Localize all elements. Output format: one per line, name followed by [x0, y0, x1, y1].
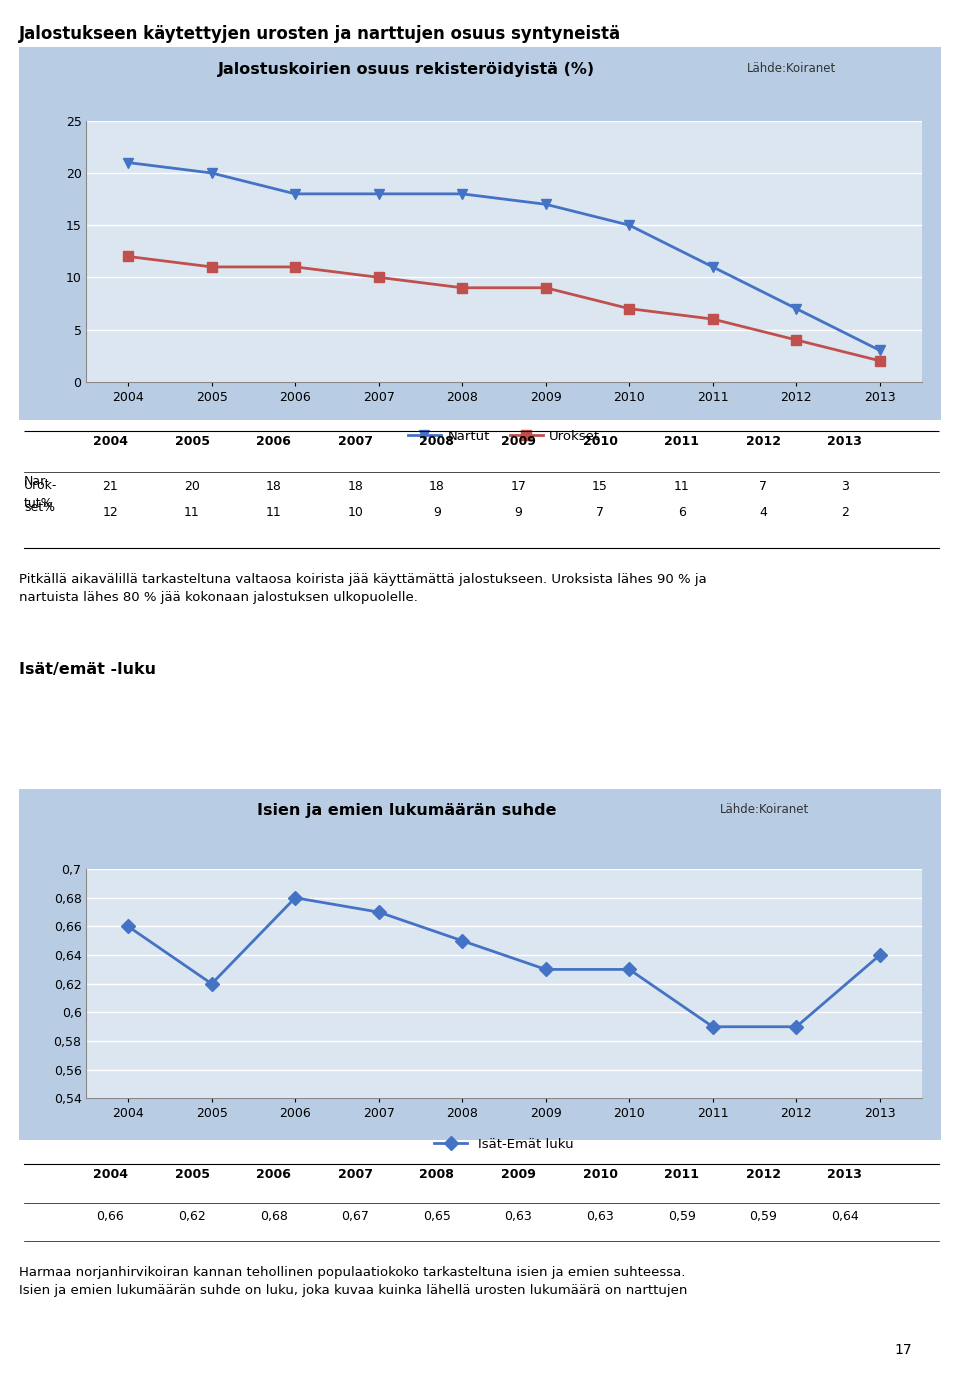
Text: Urok-: Urok-	[24, 479, 58, 492]
Text: 2004: 2004	[93, 1168, 128, 1181]
Text: tut%: tut%	[24, 497, 54, 509]
Text: 18: 18	[266, 479, 281, 493]
Text: 2005: 2005	[175, 1168, 209, 1181]
Text: 2013: 2013	[828, 435, 862, 448]
Text: 17: 17	[511, 479, 526, 493]
Text: 0,66: 0,66	[97, 1210, 124, 1223]
Isät-Emät luku	[707, 1019, 718, 1035]
Nartut	[456, 185, 468, 202]
Text: Jalostuskoirien osuus rekisteröidyistä (%): Jalostuskoirien osuus rekisteröidyistä (…	[218, 62, 595, 77]
Text: 2006: 2006	[256, 435, 291, 448]
Text: 0,62: 0,62	[179, 1210, 205, 1223]
Nartut	[623, 217, 635, 233]
Text: Pitkällä aikavälillä tarkasteltuna valtaosa koirista jää käyttämättä jalostuksee: Pitkällä aikavälillä tarkasteltuna valta…	[19, 573, 707, 604]
Urokset	[540, 280, 551, 297]
Text: Nar-: Nar-	[24, 475, 50, 487]
Text: 11: 11	[184, 505, 200, 519]
Text: Harmaa norjanhirvikoiran kannan tehollinen populaatiokoko tarkasteltuna isien ja: Harmaa norjanhirvikoiran kannan tehollin…	[19, 1266, 687, 1297]
Isät-Emät luku	[456, 932, 468, 949]
Urokset	[372, 269, 384, 286]
Nartut	[790, 301, 802, 317]
Nartut	[874, 342, 885, 358]
Text: 4: 4	[759, 505, 767, 519]
Text: Lähde:Koiranet: Lähde:Koiranet	[720, 803, 809, 817]
Text: 0,59: 0,59	[667, 1210, 696, 1223]
Text: 10: 10	[348, 505, 363, 519]
Text: Isät/emät -luku: Isät/emät -luku	[19, 662, 156, 677]
Text: 2009: 2009	[501, 1168, 536, 1181]
Text: 12: 12	[103, 505, 118, 519]
Text: 2009: 2009	[501, 435, 536, 448]
Text: 3: 3	[841, 479, 849, 493]
Text: 2011: 2011	[664, 435, 699, 448]
Urokset	[707, 310, 718, 327]
Text: 2013: 2013	[828, 1168, 862, 1181]
Nartut	[372, 185, 384, 202]
Urokset	[456, 280, 468, 297]
Urokset	[623, 301, 635, 317]
Urokset	[205, 258, 217, 275]
Text: 11: 11	[266, 505, 281, 519]
Text: 18: 18	[429, 479, 444, 493]
Text: 0,63: 0,63	[505, 1210, 532, 1223]
Text: 2008: 2008	[420, 435, 454, 448]
Text: 11: 11	[674, 479, 689, 493]
Text: 21: 21	[103, 479, 118, 493]
Line: Isät-Emät luku: Isät-Emät luku	[123, 892, 885, 1031]
Text: 2010: 2010	[583, 435, 617, 448]
Text: 20: 20	[184, 479, 200, 493]
Isät-Emät luku	[122, 919, 133, 935]
Line: Urokset: Urokset	[123, 251, 885, 365]
Text: 2007: 2007	[338, 435, 372, 448]
Nartut	[205, 165, 217, 181]
Text: 7: 7	[759, 479, 767, 493]
Text: Isien ja emien lukumäärän suhde: Isien ja emien lukumäärän suhde	[256, 803, 556, 818]
Text: 2004: 2004	[93, 435, 128, 448]
Nartut	[707, 258, 718, 275]
Text: 2008: 2008	[420, 1168, 454, 1181]
Isät-Emät luku	[372, 903, 384, 920]
Text: 6: 6	[678, 505, 685, 519]
Text: 2011: 2011	[664, 1168, 699, 1181]
Nartut	[289, 185, 300, 202]
Text: 9: 9	[515, 505, 522, 519]
Isät-Emät luku	[623, 961, 635, 978]
Text: 2006: 2006	[256, 1168, 291, 1181]
Nartut	[540, 196, 551, 213]
Text: 9: 9	[433, 505, 441, 519]
Text: 2010: 2010	[583, 1168, 617, 1181]
Isät-Emät luku	[205, 976, 217, 993]
Isät-Emät luku	[289, 890, 300, 906]
Text: 0,67: 0,67	[341, 1210, 370, 1223]
Urokset	[790, 332, 802, 349]
Isät-Emät luku	[874, 947, 885, 964]
Isät-Emät luku	[790, 1019, 802, 1035]
Text: 17: 17	[895, 1343, 912, 1357]
Text: 2007: 2007	[338, 1168, 372, 1181]
Line: Nartut: Nartut	[123, 158, 885, 356]
Text: 18: 18	[348, 479, 363, 493]
Urokset	[122, 249, 133, 265]
Text: 2: 2	[841, 505, 849, 519]
Text: 2005: 2005	[175, 435, 209, 448]
Text: Jalostukseen käytettyjen urosten ja narttujen osuus syntyneistä: Jalostukseen käytettyjen urosten ja nart…	[19, 25, 621, 43]
Text: 2012: 2012	[746, 1168, 780, 1181]
Text: set%: set%	[24, 501, 55, 514]
Urokset	[874, 353, 885, 369]
Text: 15: 15	[592, 479, 608, 493]
Legend: Isät-Emät luku: Isät-Emät luku	[429, 1133, 579, 1156]
Isät-Emät luku	[540, 961, 551, 978]
Text: 0,59: 0,59	[749, 1210, 778, 1223]
Text: Lähde:Koiranet: Lähde:Koiranet	[747, 62, 836, 74]
Text: 0,68: 0,68	[259, 1210, 288, 1223]
Legend: Nartut, Urokset: Nartut, Urokset	[402, 424, 606, 448]
Urokset	[289, 258, 300, 275]
Text: 0,64: 0,64	[831, 1210, 858, 1223]
Nartut	[122, 154, 133, 170]
Text: 7: 7	[596, 505, 604, 519]
Text: 2012: 2012	[746, 435, 780, 448]
Text: 0,63: 0,63	[587, 1210, 613, 1223]
Text: 0,65: 0,65	[422, 1210, 451, 1223]
